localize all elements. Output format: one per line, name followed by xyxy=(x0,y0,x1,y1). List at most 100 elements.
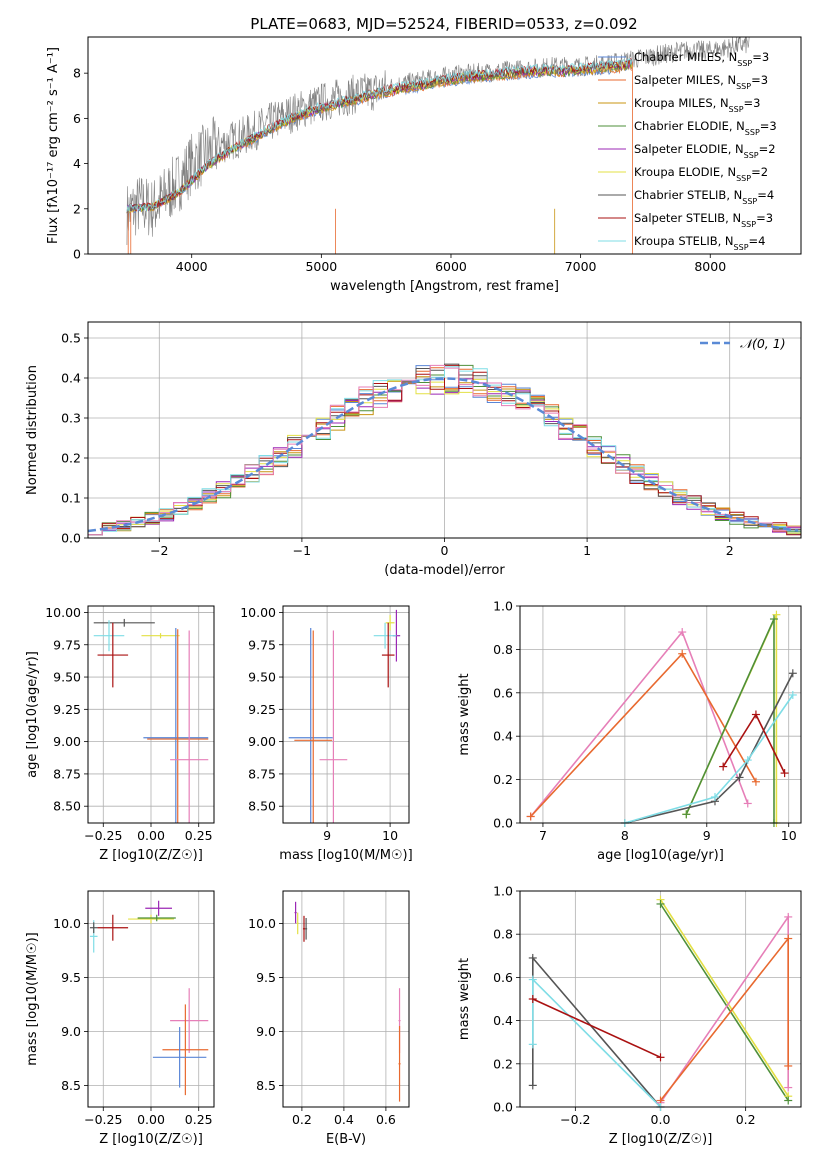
x-tick-label: −2 xyxy=(150,543,168,558)
y-tick-label: 8 xyxy=(73,66,81,81)
y-tick-label: 9.5 xyxy=(61,970,81,985)
plot-area xyxy=(126,37,750,254)
y-tick-label: 0.5 xyxy=(61,331,81,346)
y-tick-label: 0.4 xyxy=(493,1013,513,1028)
normal-curve xyxy=(88,377,799,533)
legend-entry: Salpeter STELIB, NSSP=3 xyxy=(634,211,773,229)
y-tick-label: 9.00 xyxy=(53,734,81,749)
axes-frame xyxy=(519,605,802,824)
legend-entry: Chabrier STELIB, NSSP=4 xyxy=(634,188,774,206)
x-tick-label: 6000 xyxy=(435,259,467,274)
x-tick-label: 0.4 xyxy=(334,1112,354,1127)
x-tick-label: 10 xyxy=(781,828,797,843)
y-tick-label: 0.0 xyxy=(493,816,513,831)
y-axis-label: age [log10(age/yr)] xyxy=(25,651,40,778)
x-tick-label: 5000 xyxy=(305,259,337,274)
model-kroupa-stelib xyxy=(126,57,633,213)
legend-entry: Kroupa STELIB, NSSP=4 xyxy=(634,234,765,252)
x-axis-label: wavelength [Angstrom, rest frame] xyxy=(330,279,559,294)
histogram-step xyxy=(88,366,801,536)
axes-frame xyxy=(87,605,215,824)
y-tick-label: 8.5 xyxy=(256,1078,276,1093)
legend: Chabrier MILES, NSSP=3 Salpeter MILES, NS… xyxy=(598,50,777,252)
panel-5: −0.25 0.00 0.25 8.5 9.0 9.5 10.0 Z [log10(Z/Z☉)… xyxy=(25,890,215,1147)
x-tick-label: 7000 xyxy=(565,259,597,274)
series-line xyxy=(685,614,778,823)
series-line xyxy=(659,936,790,1101)
series-line xyxy=(624,694,794,823)
x-axis-label: Z [log10(Z/Z☉)] xyxy=(609,1132,713,1147)
axes-frame xyxy=(87,36,802,255)
plot-area xyxy=(288,609,401,823)
legend-entry: Salpeter MILES, NSSP=3 xyxy=(634,73,768,91)
x-tick-label: −0.2 xyxy=(560,1112,590,1127)
y-tick-label: 8.5 xyxy=(61,1078,81,1093)
x-tick-label: 9 xyxy=(323,828,331,843)
legend-entry: Chabrier MILES, NSSP=3 xyxy=(634,50,769,68)
series-line xyxy=(659,903,789,1101)
legend-entry: 𝒩(0, 1) xyxy=(740,336,786,351)
y-tick-label: 9.25 xyxy=(53,702,81,717)
y-tick-label: 1.0 xyxy=(493,599,513,614)
plot-area xyxy=(530,614,794,823)
legend-entry: Kroupa MILES, NSSP=3 xyxy=(634,96,760,114)
y-axis-label: Flux [fλ10⁻¹⁷ erg cm⁻² s⁻¹ A⁻¹] xyxy=(46,47,61,244)
model-salpeter-miles xyxy=(126,63,633,214)
y-axis-label: mass weight xyxy=(457,673,472,755)
y-tick-label: 10.00 xyxy=(45,605,81,620)
y-tick-label: 6 xyxy=(73,111,81,126)
y-tick-label: 0.0 xyxy=(61,531,81,546)
x-tick-label: 9 xyxy=(703,828,711,843)
x-axis-label: Z [log10(Z/Z☉)] xyxy=(99,1132,203,1147)
y-tick-label: 9.0 xyxy=(61,1024,81,1039)
x-axis-label: age [log10(age/yr)] xyxy=(597,848,724,863)
y-tick-label: 9.50 xyxy=(53,670,81,685)
y-tick-label: 0.4 xyxy=(493,729,513,744)
panels: 4000 5000 6000 7000 8000 0 2 4 6 8 wavelength [Ang… xyxy=(25,36,802,1147)
y-tick-label: 4 xyxy=(73,156,81,171)
y-tick-label: 8.75 xyxy=(248,766,276,781)
y-tick-label: 9.75 xyxy=(248,637,276,652)
y-tick-label: 0.3 xyxy=(61,411,81,426)
x-tick-label: 0.00 xyxy=(137,828,165,843)
series-line xyxy=(659,914,790,1104)
y-tick-label: 0.6 xyxy=(493,970,513,985)
series-line xyxy=(532,998,661,1059)
x-tick-label: 1 xyxy=(583,543,591,558)
series-line xyxy=(531,955,662,1107)
axes-frame xyxy=(282,605,410,824)
legend-entry: Kroupa ELODIE, NSSP=2 xyxy=(634,165,768,183)
panel-2: −0.25 0.00 0.25 8.50 8.75 9.00 9.25 9.50 9.75 10.… xyxy=(25,605,215,863)
x-tick-label: 0.25 xyxy=(185,1112,213,1127)
y-tick-label: 9.00 xyxy=(248,734,276,749)
x-tick-label: −1 xyxy=(293,543,311,558)
series-line xyxy=(624,672,794,823)
plot-area xyxy=(89,900,209,1096)
y-tick-label: 0.8 xyxy=(493,642,513,657)
panel-1: −2 −1 0 1 2 0.0 0.1 0.2 0.3 0.4 0.5 (data-model)/er… xyxy=(25,321,802,578)
y-tick-label: 10.0 xyxy=(53,916,81,931)
panel-3: 9 10 8.50 8.75 9.00 9.25 9.50 9.75 10.00 mass [lo… xyxy=(240,605,413,863)
legend-entry: Salpeter ELODIE, NSSP=2 xyxy=(634,142,776,160)
series-line xyxy=(659,899,789,1097)
x-tick-label: 0.25 xyxy=(185,828,213,843)
y-tick-label: 0.2 xyxy=(61,451,81,466)
y-tick-label: 9.5 xyxy=(256,970,276,985)
axes-frame xyxy=(87,321,802,539)
y-tick-label: 9.50 xyxy=(248,670,276,685)
x-axis-label: mass [log10(M/M☉)] xyxy=(279,848,412,863)
y-axis-label: mass [log10(M/M☉)] xyxy=(25,932,40,1065)
x-tick-label: 0 xyxy=(441,543,449,558)
x-tick-label: 0.0 xyxy=(651,1112,671,1127)
y-tick-label: 0.1 xyxy=(61,491,81,506)
y-tick-label: 10.00 xyxy=(240,605,276,620)
y-axis-label: Normed distribution xyxy=(25,365,40,495)
y-tick-label: 8.50 xyxy=(248,799,276,814)
y-tick-label: 9.25 xyxy=(248,702,276,717)
y-tick-label: 8.50 xyxy=(53,799,81,814)
x-tick-label: 4000 xyxy=(176,259,208,274)
y-tick-label: 0.2 xyxy=(493,1056,513,1071)
x-tick-label: −0.25 xyxy=(84,828,122,843)
y-tick-label: 0.0 xyxy=(493,1100,513,1115)
